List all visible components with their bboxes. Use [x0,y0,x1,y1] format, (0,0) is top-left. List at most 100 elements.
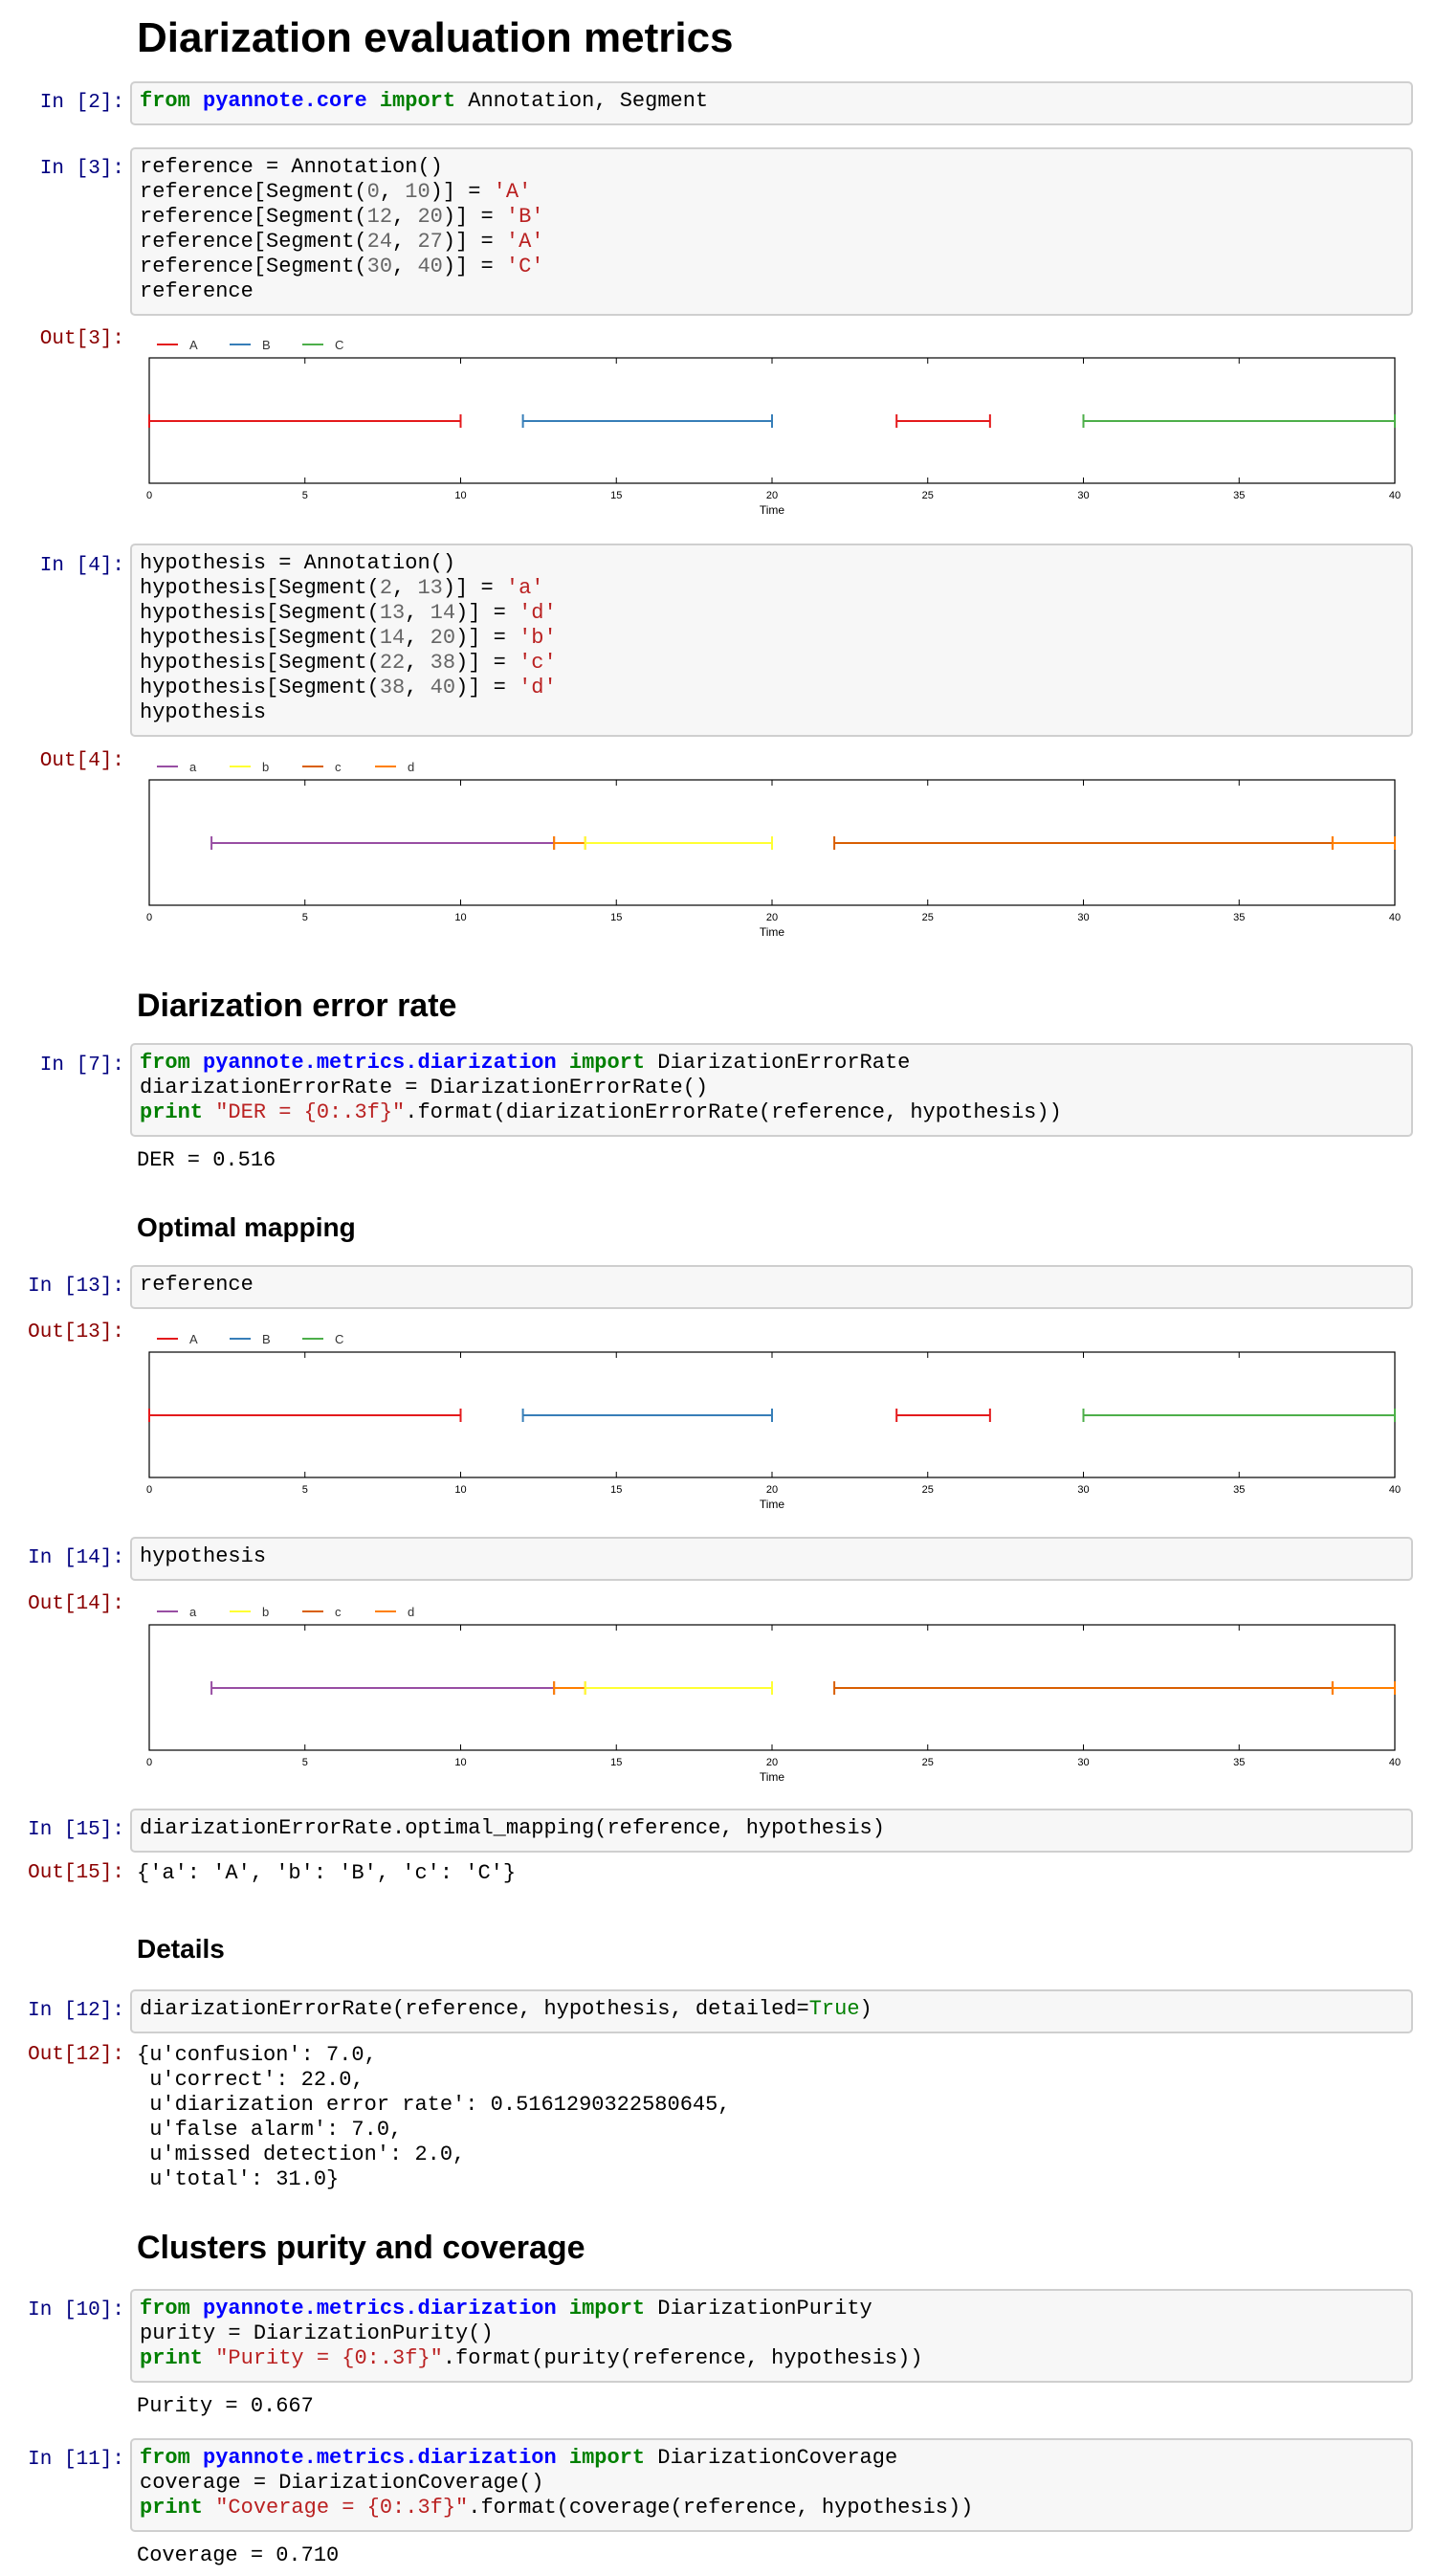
output-prompt: Out[13]: [28,1321,124,1344]
input-prompt: In [13]: [28,1276,124,1298]
code-token: hypothesis[Segment( [140,626,380,650]
code-token: pyannote.metrics.diarization [203,1051,557,1075]
code-cell[interactable]: reference [130,1265,1413,1309]
x-tick-label: 20 [766,1484,778,1496]
output-prompt: Out[4]: [39,750,124,772]
x-tick-label: 10 [454,490,466,501]
legend-label: a [189,760,197,774]
code-token: from [140,2297,190,2321]
code-token [190,89,203,113]
legend-label: A [189,338,198,352]
code-token: .format(coverage(reference, hypothesis)) [468,2496,974,2520]
code-token [190,2446,203,2470]
legend-label: a [189,1605,197,1619]
code-token: 38 [430,651,456,675]
code-editor[interactable]: reference = Annotation() reference[Segme… [140,155,1403,304]
output-text: Coverage = 0.710 [137,2543,340,2567]
reference-timeline-chart: A B C 0 5 10 15 20 25 30 35 40 Time [146,338,1401,517]
code-token [203,2346,215,2370]
code-token: 0 [366,180,380,204]
code-cell[interactable]: from pyannote.core import Annotation, Se… [130,81,1413,125]
code-token [203,1100,215,1124]
code-token: reference [140,1273,254,1297]
x-tick-label: 35 [1233,912,1245,923]
code-editor[interactable]: reference [140,1273,1403,1298]
code-token: reference[Segment( [140,180,367,204]
code-token: 'C' [505,255,544,278]
code-cell[interactable]: reference = Annotation() reference[Segme… [130,147,1413,316]
code-token: 24 [366,230,393,254]
code-editor[interactable]: from pyannote.metrics.diarization import… [140,2446,1403,2520]
code-editor[interactable]: hypothesis = Annotation() hypothesis[Seg… [140,551,1403,725]
x-tick-label: 30 [1077,1484,1089,1496]
code-editor[interactable]: from pyannote.core import Annotation, Se… [140,89,1403,114]
code-token: hypothesis[Segment( [140,576,380,600]
code-token: import [568,2446,646,2470]
code-token: hypothesis[Segment( [140,601,380,625]
code-token: from [140,89,190,113]
legend-label: c [335,1605,342,1619]
code-cell[interactable]: hypothesis = Annotation() hypothesis[Seg… [130,544,1413,737]
code-editor[interactable]: diarizationErrorRate(reference, hypothes… [140,1997,1403,2022]
input-prompt: In [2]: [39,92,124,114]
code-cell[interactable]: from pyannote.metrics.diarization import… [130,2289,1413,2383]
input-prompt: In [7]: [39,1055,124,1077]
code-editor[interactable]: diarizationErrorRate.optimal_mapping(ref… [140,1816,1403,1841]
code-cell[interactable]: from pyannote.metrics.diarization import… [130,1043,1413,1137]
code-token: , [405,626,430,650]
code-token [203,2496,215,2520]
x-tick-label: 20 [766,1757,778,1768]
legend-label: B [262,1332,271,1346]
code-token: 22 [379,651,406,675]
code-cell[interactable]: from pyannote.metrics.diarization import… [130,2438,1413,2532]
code-token: )] = [455,601,519,625]
code-cell[interactable]: hypothesis [130,1537,1413,1581]
code-token: , [405,601,430,625]
code-editor[interactable]: from pyannote.metrics.diarization import… [140,2297,1403,2371]
output-text: {u'confusion': 7.0, u'correct': 22.0, u'… [137,2043,731,2191]
x-tick-label: 40 [1389,490,1401,501]
code-token: import [568,2297,646,2321]
code-token: 'A' [505,230,544,254]
output-text: Purity = 0.667 [137,2394,314,2418]
reference-timeline-chart: A B C 0 5 10 15 20 25 30 35 40 Time [146,1332,1401,1511]
code-token: hypothesis[Segment( [140,651,380,675]
x-tick-label: 10 [454,1484,466,1496]
code-editor[interactable]: hypothesis [140,1544,1403,1569]
code-cell[interactable]: diarizationErrorRate(reference, hypothes… [130,1989,1413,2033]
x-tick-label: 5 [302,490,308,501]
code-token: 20 [417,205,443,229]
x-tick-label: 35 [1233,1757,1245,1768]
x-tick-label: 5 [302,912,308,923]
code-token: hypothesis [140,1544,267,1568]
code-token: )] = [442,255,506,278]
code-token [557,2446,569,2470]
legend-label: c [335,760,342,774]
x-tick-label: 40 [1389,1757,1401,1768]
output-text: {'a': 'A', 'b': 'B', 'c': 'C'} [137,1861,517,1885]
code-token: reference[Segment( [140,230,367,254]
code-token: pyannote.metrics.diarization [203,2446,557,2470]
x-tick-label: 25 [922,490,934,501]
code-token: , [392,205,418,229]
code-token: hypothesis = Annotation() [140,551,456,575]
code-token [557,2297,569,2321]
input-prompt: In [11]: [28,2449,124,2471]
code-token: 20 [430,626,456,650]
code-token: reference [140,279,254,303]
code-token: 'a' [505,576,544,600]
code-token: reference[Segment( [140,255,367,278]
code-token: hypothesis [140,700,267,724]
input-prompt: In [12]: [28,2000,124,2022]
code-token: diarizationErrorRate.optimal_mapping(ref… [140,1816,885,1840]
x-tick-label: 30 [1077,912,1089,923]
code-token: 40 [430,676,456,700]
x-tick-label: 40 [1389,912,1401,923]
section-heading: Diarization error rate [137,988,457,1024]
code-editor[interactable]: from pyannote.metrics.diarization import… [140,1051,1403,1125]
section-heading: Optimal mapping [137,1212,356,1242]
code-cell[interactable]: diarizationErrorRate.optimal_mapping(ref… [130,1809,1413,1853]
legend-label: C [335,338,343,352]
code-token: )] = [455,651,519,675]
code-token: .format(purity(reference, hypothesis)) [442,2346,923,2370]
